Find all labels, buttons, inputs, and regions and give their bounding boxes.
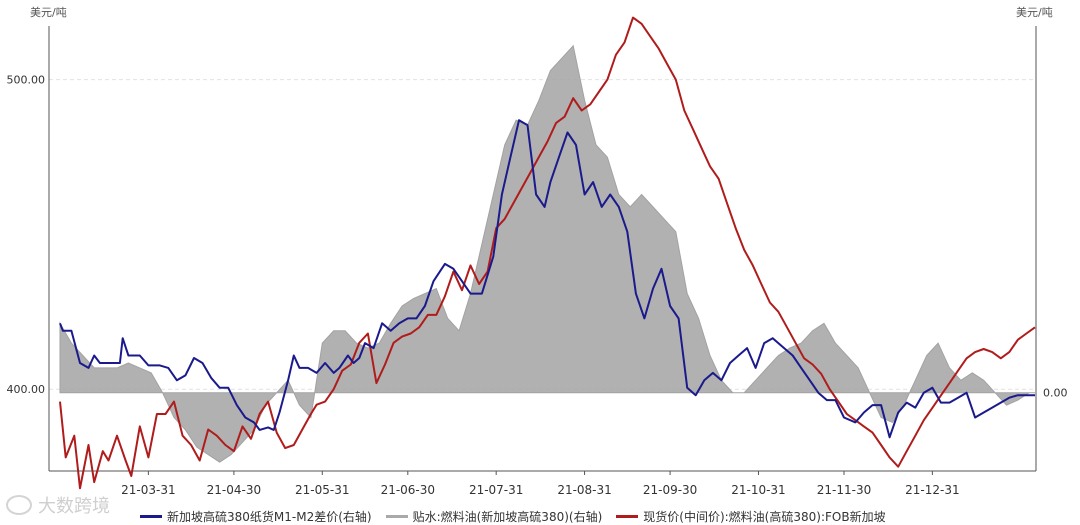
x-tick-label: 21-07-31 [469,483,523,497]
x-tick-label: 21-05-31 [295,483,349,497]
legend-swatch-spread [140,514,162,518]
watermark-logo: 大数跨境 [6,492,110,518]
legend-label-spread: 新加坡高硫380纸货M1-M2差价(右轴) [167,509,372,524]
x-tick-label: 21-12-31 [905,483,959,497]
legend-item-spread[interactable]: 新加坡高硫380纸货M1-M2差价(右轴) [140,508,372,525]
legend-swatch-spot [616,514,639,518]
x-tick-label: 21-08-31 [557,483,611,497]
y-tick-label-left: 400.00 [7,383,46,396]
y-tick-label-left: 500.00 [7,74,46,87]
legend-swatch-discount [385,514,408,518]
legend-label-spot: 现货价(中间价):燃料油(高硫380):FOB新加坡 [643,509,886,524]
x-tick-label: 21-09-30 [643,483,697,497]
legend-item-spot[interactable]: 现货价(中间价):燃料油(高硫380):FOB新加坡 [616,508,886,525]
series-area-discount [59,44,1035,463]
legend-label-discount: 贴水:燃料油(新加坡高硫380)(右轴) [412,509,603,524]
chart-legend: 新加坡高硫380纸货M1-M2差价(右轴) 贴水:燃料油(新加坡高硫380)(右… [140,508,900,524]
y-tick-label-right: 0.00 [1043,387,1068,400]
x-tick-label: 21-06-30 [381,483,435,497]
right-axis-unit: 美元/吨 [1016,6,1053,19]
x-tick-label: 21-03-31 [121,483,175,497]
left-axis-unit: 美元/吨 [30,6,67,19]
x-tick-label: 21-04-30 [207,483,261,497]
x-tick-label: 21-10-31 [731,483,785,497]
legend-item-discount[interactable]: 贴水:燃料油(新加坡高硫380)(右轴) [385,508,603,525]
x-tick-label: 21-11-30 [817,483,871,497]
watermark-text: 大数跨境 [38,496,110,517]
watermark-icon [6,495,32,515]
series-line-spot-price [59,16,1036,490]
series-line-m1m2-spread [59,119,1035,439]
